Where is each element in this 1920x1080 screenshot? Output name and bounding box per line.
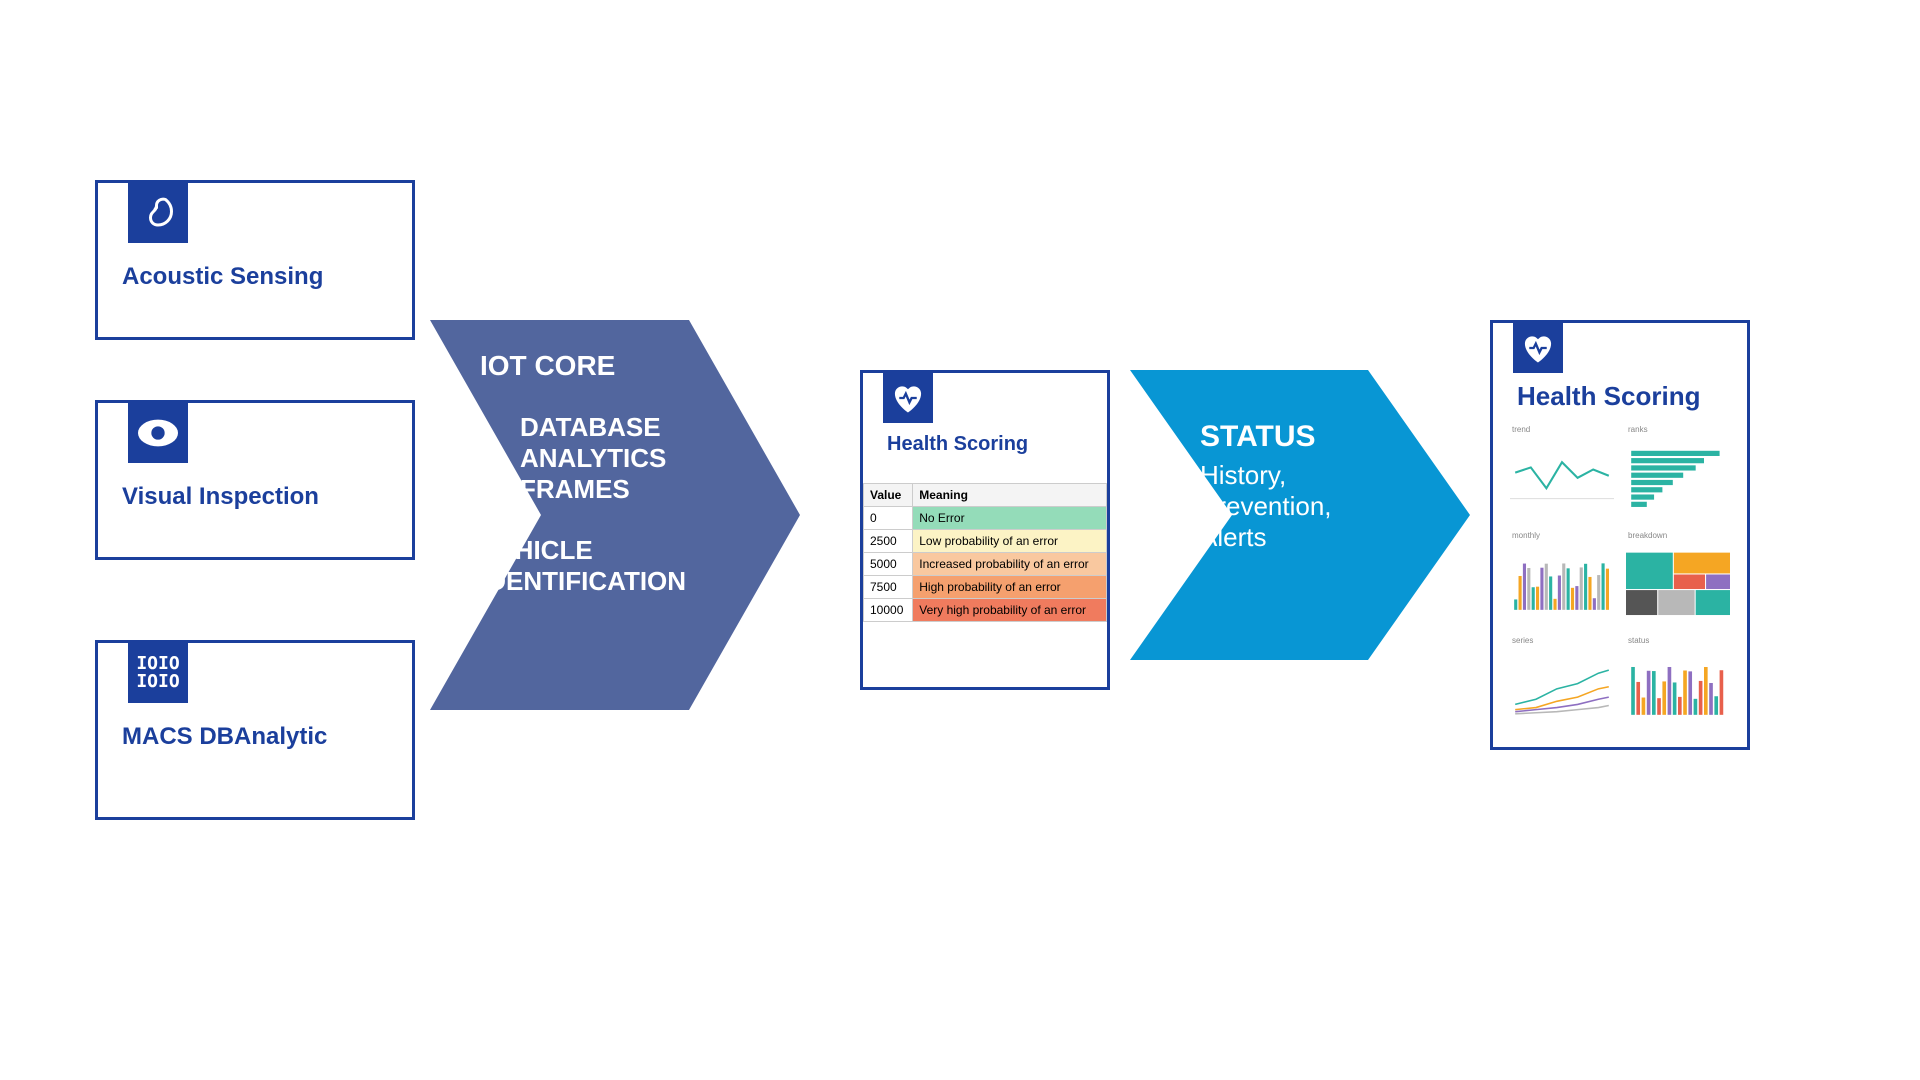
- health-scoring-card: Health Scoring ValueMeaning0No Error2500…: [860, 370, 1110, 690]
- table-row: 7500High probability of an error: [864, 576, 1107, 599]
- table-cell-meaning: Very high probability of an error: [913, 599, 1107, 622]
- mini-chart-monthly: monthly: [1508, 529, 1616, 627]
- health-score-table: ValueMeaning0No Error2500Low probability…: [863, 483, 1107, 622]
- chart-label: monthly: [1508, 529, 1616, 542]
- mini-chart-breakdown: breakdown: [1624, 529, 1732, 627]
- input-card-title: Visual Inspection: [122, 483, 319, 511]
- table-cell-value: 2500: [864, 530, 913, 553]
- process-arrow-status: STATUS History,Prevention,Alerts: [1130, 370, 1470, 660]
- chart-label: ranks: [1624, 423, 1732, 436]
- chart-label: trend: [1508, 423, 1616, 436]
- dashboard-title: Health Scoring: [1517, 381, 1700, 412]
- binary-icon: IOIOIOIO: [128, 643, 188, 703]
- table-row: 2500Low probability of an error: [864, 530, 1107, 553]
- chart-label: series: [1508, 634, 1616, 647]
- table-cell-value: 10000: [864, 599, 913, 622]
- table-cell-meaning: Low probability of an error: [913, 530, 1107, 553]
- input-card-macs: IOIOIOIO MACS DBAnalytic: [95, 640, 415, 820]
- input-card-visual: Visual Inspection: [95, 400, 415, 560]
- table-cell-meaning: High probability of an error: [913, 576, 1107, 599]
- process-arrow-iot: IOT CORE DATABASEANALYTICSFRAMES VEHICLE…: [430, 320, 800, 710]
- mini-chart-ranks: ranks: [1624, 423, 1732, 521]
- table-header: Value: [864, 484, 913, 507]
- chart-label: breakdown: [1624, 529, 1732, 542]
- health-card-title: Health Scoring: [887, 433, 1028, 456]
- table-cell-meaning: No Error: [913, 507, 1107, 530]
- table-header: Meaning: [913, 484, 1107, 507]
- chart-label: status: [1624, 634, 1732, 647]
- table-row: 5000Increased probability of an error: [864, 553, 1107, 576]
- arrow1-title: IOT CORE: [480, 350, 760, 382]
- arrow2-title: STATUS: [1200, 420, 1332, 454]
- input-card-title: Acoustic Sensing: [122, 263, 323, 291]
- table-cell-value: 7500: [864, 576, 913, 599]
- heart-icon: [883, 373, 933, 423]
- table-cell-value: 5000: [864, 553, 913, 576]
- arrow1-body: DATABASEANALYTICSFRAMES: [520, 412, 760, 505]
- heart-icon: [1513, 323, 1563, 373]
- dashboard-card: Health Scoring trend ranks monthly breakdow…: [1490, 320, 1750, 750]
- table-row: 10000Very high probability of an error: [864, 599, 1107, 622]
- input-card-acoustic: Acoustic Sensing: [95, 180, 415, 340]
- mini-chart-status: status: [1624, 634, 1732, 732]
- eye-icon: [128, 403, 188, 463]
- input-card-title: MACS DBAnalytic: [122, 723, 327, 751]
- table-cell-meaning: Increased probability of an error: [913, 553, 1107, 576]
- table-cell-value: 0: [864, 507, 913, 530]
- mini-chart-trend: trend: [1508, 423, 1616, 521]
- mini-chart-series: series: [1508, 634, 1616, 732]
- arrow1-footer: VEHICLEIDENTIFICATION: [480, 535, 760, 597]
- arrow2-body: History,Prevention,Alerts: [1200, 460, 1332, 553]
- table-row: 0No Error: [864, 507, 1107, 530]
- ear-icon: [128, 183, 188, 243]
